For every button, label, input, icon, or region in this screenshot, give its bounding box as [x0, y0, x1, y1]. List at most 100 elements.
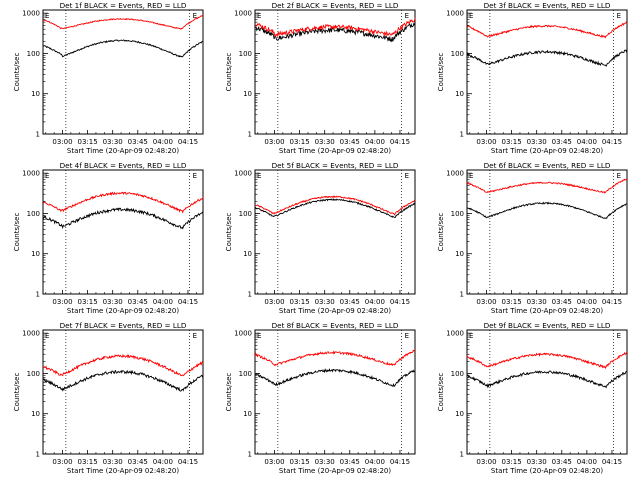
plot-frame	[42, 9, 204, 135]
panel-title: Det 6f BLACK = Events, RED = LLD	[484, 161, 611, 170]
y-tick-label: 1	[248, 131, 252, 139]
panel-title: Det 5f BLACK = Events, RED = LLD	[272, 161, 399, 170]
series-events-line	[254, 198, 416, 219]
y-axis-title: Counts/sec	[225, 213, 233, 252]
y-tick-label: 10	[31, 410, 40, 418]
series-events-line	[466, 201, 628, 220]
y-tick-label: 10	[243, 250, 252, 258]
panel-title: Det 3f BLACK = Events, RED = LLD	[484, 1, 611, 10]
series-events-line	[466, 48, 628, 68]
y-tick-label: 1000	[446, 10, 464, 18]
y-tick-label: 1000	[234, 170, 252, 178]
corner-mark: E	[257, 172, 261, 180]
y-axis-title: Counts/sec	[437, 213, 445, 252]
x-tick-label: 03:00	[264, 138, 284, 146]
y-tick-label: 1000	[22, 10, 40, 18]
corner-mark: E	[469, 172, 473, 180]
plot-frame	[466, 329, 628, 455]
y-tick-label: 10	[243, 90, 252, 98]
x-axis-title: Start Time (20-Apr-09 02:48:20)	[67, 307, 179, 315]
x-tick-label: 04:15	[602, 458, 622, 466]
series-events-line	[254, 21, 416, 43]
corner-mark: E	[193, 12, 197, 20]
series-events-line	[42, 369, 204, 392]
plot-frame	[254, 329, 416, 455]
series-events-line	[466, 370, 628, 389]
series-lld-line	[466, 351, 628, 370]
corner-mark: E	[405, 172, 409, 180]
x-tick-label: 04:00	[577, 298, 597, 306]
y-tick-label: 100	[27, 370, 40, 378]
x-tick-label: 03:15	[78, 298, 98, 306]
x-tick-label: 04:15	[178, 458, 198, 466]
x-tick-label: 04:15	[602, 138, 622, 146]
y-tick-label: 10	[31, 250, 40, 258]
y-axis-title: Counts/sec	[225, 373, 233, 412]
panel-det-7: Det 7f BLACK = Events, RED = LLD E E 1 10 100…	[13, 321, 204, 475]
y-axis-title: Counts/sec	[13, 53, 21, 92]
y-tick-label: 10	[455, 90, 464, 98]
plot-frame	[466, 9, 628, 135]
x-tick-label: 04:00	[153, 138, 173, 146]
panel-title: Det 2f BLACK = Events, RED = LLD	[272, 1, 399, 10]
x-tick-label: 03:45	[340, 298, 360, 306]
x-axis-title: Start Time (20-Apr-09 02:48:20)	[491, 147, 603, 155]
x-tick-label: 04:00	[365, 298, 385, 306]
panel-det-2: Det 2f BLACK = Events, RED = LLD E E 1 10 100…	[225, 1, 416, 155]
x-tick-label: 04:00	[365, 138, 385, 146]
y-tick-label: 100	[239, 370, 252, 378]
x-tick-label: 03:30	[527, 138, 547, 146]
corner-mark: E	[257, 12, 261, 20]
y-tick-label: 1000	[22, 170, 40, 178]
x-tick-label: 04:15	[390, 298, 410, 306]
y-tick-label: 1	[460, 291, 464, 299]
x-axis-title: Start Time (20-Apr-09 02:48:20)	[279, 467, 391, 475]
y-tick-label: 100	[451, 50, 464, 58]
x-tick-label: 03:30	[315, 138, 335, 146]
corner-mark: E	[469, 12, 473, 20]
series-events-line	[254, 368, 416, 388]
y-axis-title: Counts/sec	[13, 373, 21, 412]
panel-det-5: Det 5f BLACK = Events, RED = LLD E E 1 10 100…	[225, 161, 416, 315]
x-tick-label: 04:00	[577, 458, 597, 466]
corner-mark: E	[45, 332, 49, 340]
series-lld-line	[254, 349, 416, 367]
panel-det-4: Det 4f BLACK = Events, RED = LLD E E 1 10 100…	[13, 161, 204, 315]
x-tick-label: 03:15	[78, 138, 98, 146]
y-tick-label: 1	[36, 291, 40, 299]
x-tick-label: 03:30	[315, 458, 335, 466]
x-axis-title: Start Time (20-Apr-09 02:48:20)	[491, 307, 603, 315]
x-tick-label: 04:15	[390, 138, 410, 146]
x-tick-label: 03:45	[340, 458, 360, 466]
x-tick-label: 03:30	[103, 138, 123, 146]
x-tick-label: 04:15	[178, 138, 198, 146]
x-tick-label: 03:30	[103, 298, 123, 306]
corner-mark: E	[617, 332, 621, 340]
y-tick-label: 1	[248, 451, 252, 459]
panel-det-9: Det 9f BLACK = Events, RED = LLD E E 1 10 100…	[437, 321, 628, 475]
x-tick-label: 03:30	[527, 458, 547, 466]
y-tick-label: 100	[27, 50, 40, 58]
y-tick-label: 100	[239, 50, 252, 58]
y-tick-label: 1	[36, 131, 40, 139]
y-tick-label: 10	[455, 250, 464, 258]
x-tick-label: 03:45	[340, 138, 360, 146]
corner-mark: E	[405, 332, 409, 340]
panel-title: Det 1f BLACK = Events, RED = LLD	[60, 1, 187, 10]
x-tick-label: 04:15	[390, 458, 410, 466]
y-tick-label: 1	[248, 291, 252, 299]
x-tick-label: 03:45	[128, 298, 148, 306]
panel-det-6: Det 6f BLACK = Events, RED = LLD E E 1 10 100…	[437, 161, 628, 315]
y-tick-label: 1000	[446, 330, 464, 338]
x-tick-label: 03:15	[78, 458, 98, 466]
y-tick-label: 10	[243, 410, 252, 418]
x-tick-label: 03:45	[128, 138, 148, 146]
y-tick-label: 1000	[234, 10, 252, 18]
x-tick-label: 03:45	[552, 458, 572, 466]
series-lld-line	[466, 21, 628, 39]
x-tick-label: 03:00	[52, 458, 72, 466]
plot-frame	[466, 169, 628, 295]
y-tick-label: 1000	[22, 330, 40, 338]
x-axis-title: Start Time (20-Apr-09 02:48:20)	[67, 467, 179, 475]
x-tick-label: 03:30	[527, 298, 547, 306]
